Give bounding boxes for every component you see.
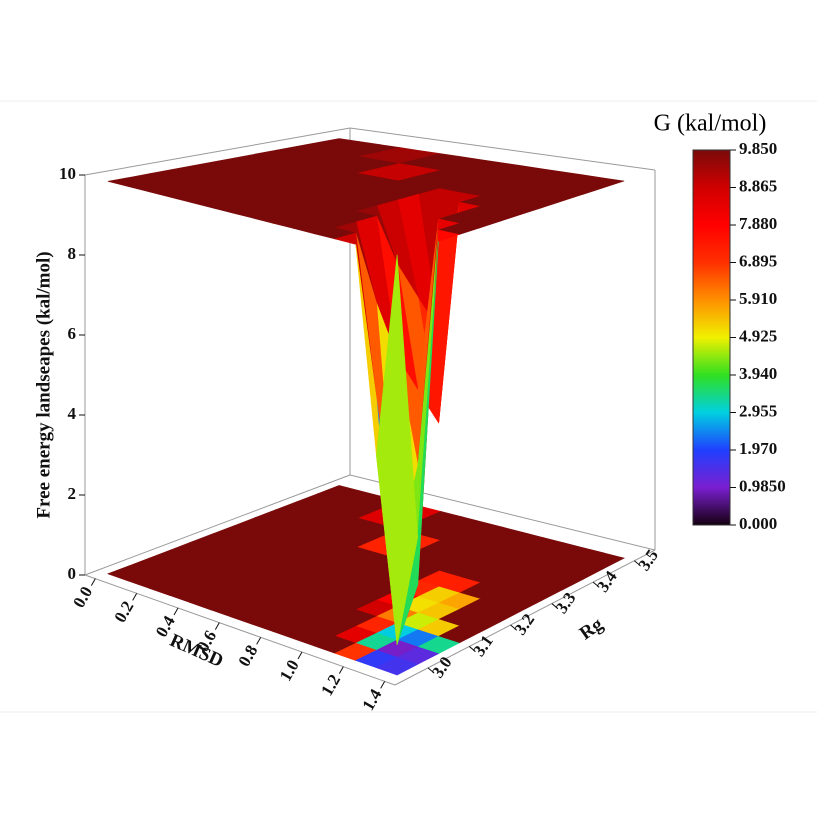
x-tick <box>380 681 386 689</box>
y-tick <box>468 646 476 652</box>
y-tick <box>592 581 600 588</box>
x-tick <box>173 607 179 616</box>
y-axis-label: Rg <box>576 614 607 645</box>
y-tick <box>510 624 517 631</box>
y-tick <box>427 667 435 674</box>
z-tick-label: 10 <box>59 164 76 183</box>
colorbar-tick-label: 1.970 <box>739 439 777 458</box>
x-tick <box>338 666 344 674</box>
colorbar-tick-label: 7.880 <box>739 214 777 233</box>
z-tick-label: 8 <box>68 244 77 263</box>
box-edge <box>394 549 656 686</box>
z-tick-label: 6 <box>68 324 77 343</box>
colorbar-tick-label: 2.955 <box>739 401 777 420</box>
surface-cell <box>376 254 419 645</box>
colorbar-tick-label: 3.940 <box>739 364 777 383</box>
z-tick-label: 0 <box>68 564 77 583</box>
x-tick <box>90 578 96 586</box>
z-tick-label: 4 <box>68 404 77 423</box>
z-tick-label: 2 <box>68 484 77 503</box>
x-tick-label: 1.2 <box>317 671 344 699</box>
colorbar <box>692 149 731 526</box>
x-tick-label: 1.4 <box>358 685 385 713</box>
x-tick <box>132 593 138 601</box>
y-tick-label: 3.5 <box>634 546 662 574</box>
colorbar-tick-label: 4.925 <box>739 326 777 345</box>
x-tick-label: 1.0 <box>276 656 303 684</box>
y-tick <box>634 560 641 567</box>
colorbar-tick-label: 6.895 <box>739 251 777 270</box>
x-tick-label: 0.8 <box>234 642 261 670</box>
x-tick <box>214 622 220 630</box>
colorbar-tick-label: 9.850 <box>739 139 777 158</box>
colorbar-tick-label: 8.865 <box>739 176 777 195</box>
colorbar-tick-label: 0.000 <box>739 514 777 533</box>
x-tick <box>297 651 303 660</box>
y-tick-label: 3.0 <box>428 653 456 681</box>
x-tick-label: 0.2 <box>110 598 137 626</box>
y-tick <box>551 603 559 609</box>
x-tick <box>256 637 262 645</box>
colorbar-tick-label: 5.910 <box>739 289 777 308</box>
box-edge <box>84 127 351 176</box>
colorbar-title: G (kal/mol) <box>654 111 767 137</box>
box-edge <box>84 474 351 576</box>
z-axis-label: Free energy landseapes (kal/mol) <box>33 251 54 518</box>
x-tick-label: 0.0 <box>69 583 96 611</box>
floor-cell <box>375 656 419 676</box>
colorbar-tick-label: 0.9850 <box>739 476 786 495</box>
box-edge <box>349 127 656 171</box>
